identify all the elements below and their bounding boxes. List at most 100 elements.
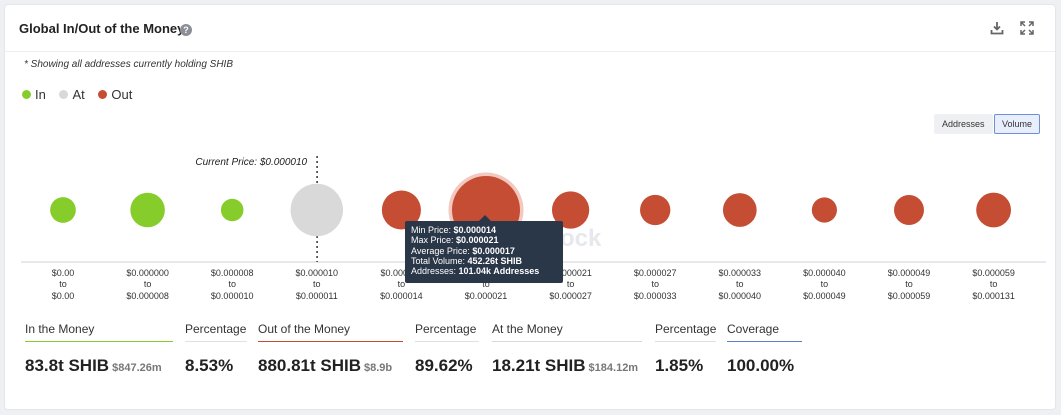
legend-item-at[interactable]: At xyxy=(59,87,85,102)
stat-label: Percentage xyxy=(655,322,717,336)
stat-underline xyxy=(655,341,716,342)
stat-value: 8.53% xyxy=(185,356,234,375)
tick-label-to: $0.000014 xyxy=(380,291,423,301)
legend-dot-icon xyxy=(59,90,69,99)
tick-label-to-word: to xyxy=(482,279,490,289)
tick-label-to: $0.000027 xyxy=(549,291,592,301)
stat-label: Percentage xyxy=(415,322,477,336)
tick-label-to-word: to xyxy=(905,279,913,289)
stat-value: 880.81t SHIB $8.9b xyxy=(258,356,393,375)
tick-label-to: $0.000008 xyxy=(126,291,169,301)
bubble-tooltip: Min Price: $0.000014 Max Price: $0.00002… xyxy=(405,221,563,283)
card-title: Global In/Out of the Money xyxy=(19,21,185,36)
tick-label-to-word: to xyxy=(990,279,998,289)
stat-underline xyxy=(415,341,479,342)
stat-label: Percentage xyxy=(185,322,247,336)
tick-label-from: $0.000010 xyxy=(296,268,339,278)
volume-toggle[interactable]: Volume xyxy=(994,114,1041,134)
stat-underline xyxy=(185,341,247,342)
stat-in-the-money: In the Money 83.8t SHIB $847.26m xyxy=(25,322,173,376)
bubble-out xyxy=(640,194,671,226)
bubble-out xyxy=(976,192,1012,228)
legend-item-in[interactable]: In xyxy=(22,87,46,102)
legend-label: Out xyxy=(111,87,133,102)
tooltip-avg-price: Average Price: $0.000017 xyxy=(411,245,515,256)
tick-label-to: $0.000010 xyxy=(211,291,254,301)
legend: In At Out xyxy=(22,87,142,102)
stat-underline xyxy=(258,341,403,342)
tick-label-to: $0.000049 xyxy=(803,291,846,301)
bubble-in xyxy=(50,197,76,223)
stat-coverage: Coverage 100.00% xyxy=(727,322,802,376)
tooltip-max-price: Max Price: $0.000021 xyxy=(411,235,499,246)
stat-value: 1.85% xyxy=(655,356,704,375)
tooltip-total-volume: Total Volume: 452.26t SHIB xyxy=(411,255,523,266)
stat-label: Out of the Money xyxy=(258,322,351,336)
tick-label-to-word: to xyxy=(144,279,152,289)
tick-label-to: $0.000131 xyxy=(972,291,1015,301)
stat-underline xyxy=(25,341,173,342)
tick-label-from: $0.000059 xyxy=(972,268,1015,278)
tick-label-from: $0.000027 xyxy=(634,268,677,278)
tick-label-to: $0.00 xyxy=(52,291,75,301)
bubble-out xyxy=(551,191,590,229)
stat-underline xyxy=(727,341,802,342)
stat-value: 100.00% xyxy=(727,356,795,375)
bubble-out xyxy=(811,197,837,223)
tooltip-addresses: Addresses: 101.04k Addresses xyxy=(411,266,540,277)
current-price-label: Current Price: $0.000010 xyxy=(195,157,307,168)
tick-label-from: $0.000040 xyxy=(803,268,846,278)
stat-label: In the Money xyxy=(25,322,95,336)
tick-label-to-word: to xyxy=(651,279,659,289)
chart-card: Global In/Out of the Money ? xyxy=(4,4,1056,410)
tick-label-to-word: to xyxy=(821,279,829,289)
card-header: Global In/Out of the Money ? xyxy=(5,5,1055,52)
stat-out-of-the-money: Out of the Money 880.81t SHIB $8.9b xyxy=(258,322,403,376)
bubble-out xyxy=(722,193,757,227)
legend-label: At xyxy=(72,87,85,102)
stat-label: Coverage xyxy=(727,322,780,336)
bubble-at xyxy=(290,183,344,237)
tick-label-to-word: to xyxy=(59,279,67,289)
bubble-out xyxy=(894,195,924,225)
stat-value: 18.21t SHIB $184.12m xyxy=(492,356,639,375)
holders-note: * Showing all addresses currently holdin… xyxy=(24,59,233,70)
tooltip-arrow xyxy=(479,215,491,221)
tick-label-from: $0.000008 xyxy=(211,268,254,278)
legend-label: In xyxy=(35,87,46,102)
tick-label-from: $0.000033 xyxy=(719,268,762,278)
legend-dot-icon xyxy=(22,90,31,99)
legend-dot-icon xyxy=(98,90,108,99)
bubble-in xyxy=(130,192,165,228)
tick-label-from: $0.000011 xyxy=(380,268,422,278)
tick-label-to-word: to xyxy=(736,279,744,289)
tick-label-to: $0.000033 xyxy=(634,291,677,301)
tick-label-to-word: to xyxy=(398,279,406,289)
stat-value: 89.62% xyxy=(415,356,473,375)
tick-label-to-word: to xyxy=(567,279,575,289)
download-icon[interactable] xyxy=(989,20,1005,36)
stat-label: At the Money xyxy=(492,322,563,336)
question-circle-icon[interactable]: ? xyxy=(180,24,192,36)
stat-underline xyxy=(492,341,642,342)
tooltip-min-price: Min Price: $0.000014 xyxy=(411,225,497,235)
tick-label-to-word: to xyxy=(228,279,236,289)
tick-label-from: $0.000000 xyxy=(126,268,169,278)
tick-label-from: $0.00 xyxy=(52,268,75,278)
bubble-out xyxy=(381,190,421,230)
tick-label-to-word: to xyxy=(313,279,321,289)
addresses-toggle[interactable]: Addresses xyxy=(934,114,993,134)
tick-label-to: $0.000040 xyxy=(719,291,762,301)
expand-icon[interactable] xyxy=(1019,20,1035,36)
tick-label-to: $0.000011 xyxy=(296,291,338,301)
tick-label-from: $0.000049 xyxy=(888,268,931,278)
stat-at-the-money: At the Money 18.21t SHIB $184.12m xyxy=(492,322,642,376)
tick-label-from: $0.000021 xyxy=(549,268,592,278)
legend-item-out[interactable]: Out xyxy=(98,87,132,102)
bubble-in xyxy=(220,198,244,222)
stat-value: 83.8t SHIB $847.26m xyxy=(25,356,162,375)
stat-in-percentage: Percentage 8.53% xyxy=(185,322,247,376)
stat-at-percentage: Percentage 1.85% xyxy=(655,322,716,376)
stat-out-percentage: Percentage 89.62% xyxy=(415,322,479,376)
tick-label-to: $0.000059 xyxy=(888,291,931,301)
